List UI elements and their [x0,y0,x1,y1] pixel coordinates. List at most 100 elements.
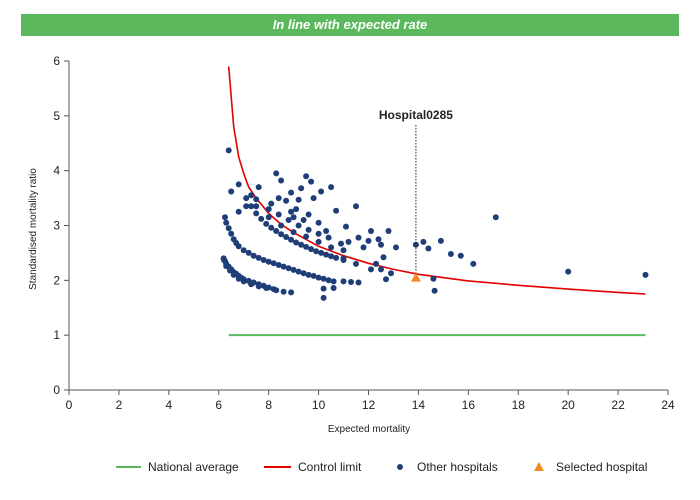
other-hospital-point [248,203,255,210]
y-tick-label: 1 [53,328,60,342]
x-tick-label: 22 [611,398,625,412]
other-hospital-point [260,257,267,263]
other-hospital-point [295,268,302,275]
x-tick-label: 24 [661,398,675,412]
other-hospital-point [265,258,272,265]
other-hospital-point [355,279,362,286]
x-tick-label: 4 [165,398,172,412]
other-hospital-point [365,237,372,244]
other-hospital-point [320,285,327,292]
other-hospital-point [298,241,305,248]
other-hospital-point [285,217,292,223]
other-hospital-point [280,263,287,270]
other-hospital-point [273,228,280,234]
other-hospital-point [228,230,235,237]
other-hospital-point [393,244,399,251]
other-hospital-point [325,277,332,284]
other-hospital-point [255,184,262,191]
other-hospital-point [268,200,275,207]
other-hospital-point [295,222,302,229]
other-hospital-point [492,214,499,221]
other-hospital-point [250,252,257,259]
other-hospital-point [343,223,349,230]
x-tick-label: 6 [215,398,222,412]
other-hospital-point [222,214,228,221]
other-hospital-point [320,275,327,282]
x-tick-label: 8 [265,398,272,412]
legend-national-average-label: National average [148,460,239,474]
other-hospital-point [288,289,295,296]
other-hospital-point [278,222,285,229]
other-hospital-point [313,248,320,255]
other-hospital-point [258,215,265,222]
other-hospital-point [303,243,310,250]
other-hospital-point [253,203,260,210]
other-hospital-point [255,283,262,290]
other-hospital-point [253,210,260,217]
other-hospital-point [430,275,437,282]
other-hospital-point [320,294,327,301]
other-hospital-point [248,281,255,288]
other-hospital-point [278,177,285,184]
legend-other-hospitals-swatch [397,464,403,470]
x-tick-label: 18 [512,398,526,412]
other-hospital-point [278,231,285,238]
other-hospital-point [280,288,287,295]
other-hospital-point [328,244,335,251]
other-hospital-point [273,170,280,177]
other-hospital-point [283,234,290,240]
other-hospital-point [333,254,340,261]
other-hospital-point [290,266,297,273]
other-hospital-point [228,188,235,195]
other-hospital-point [425,245,432,252]
other-hospital-point [248,192,255,199]
other-hospital-point [235,243,242,250]
other-hospital-point [353,260,359,267]
other-hospital-point [310,195,317,202]
other-hospital-point [295,196,302,203]
selected-hospital-point [410,272,421,282]
other-hospital-point [355,234,362,241]
other-hospital-point [300,217,307,223]
other-hospital-point [240,278,247,285]
x-axis: 0 2 4 6 8 10 12 14 16 18 20 22 24 [66,389,675,412]
other-hospital-point [308,178,315,185]
other-hospital-point [230,271,237,278]
other-hospital-point [293,239,300,246]
legend-control-limit-label: Control limit [298,460,362,474]
other-hospital-point [275,211,282,218]
other-hospital-point [318,249,325,256]
x-axis-label: Expected mortality [328,424,410,435]
other-hospital-point [305,226,312,233]
other-hospital-point [275,262,282,268]
other-hospital-point [565,268,572,275]
other-hospital-point [325,234,332,241]
other-hospital-point [412,241,419,248]
selected-hospital-label: Hospital0285 [379,108,453,122]
other-hospital-point [330,278,337,285]
other-hospital-point [348,279,354,285]
other-hospital-point [253,196,260,203]
other-hospital-point [330,285,337,291]
other-hospital-point [288,208,295,215]
status-banner: In line with expected rate [21,14,679,36]
other-hospital-point [305,211,312,218]
other-hospital-point [373,260,379,267]
other-hospital-point [360,244,367,251]
other-hospital-point [245,249,252,256]
other-hospital-point [268,224,275,231]
y-tick-label: 0 [53,383,60,397]
other-hospital-point [457,252,464,259]
other-hospital-point [388,270,394,277]
other-hospital-point [220,256,227,263]
other-hospital-point [235,208,242,215]
x-tick-label: 2 [116,398,123,412]
legend-other-hospitals-label: Other hospitals [417,460,498,474]
y-tick-label: 6 [53,54,60,68]
other-hospital-point [383,276,389,283]
other-hospital-point [305,271,312,278]
other-hospital-point [420,238,427,245]
other-hospital-point [235,181,242,188]
other-hospital-point [340,278,347,285]
